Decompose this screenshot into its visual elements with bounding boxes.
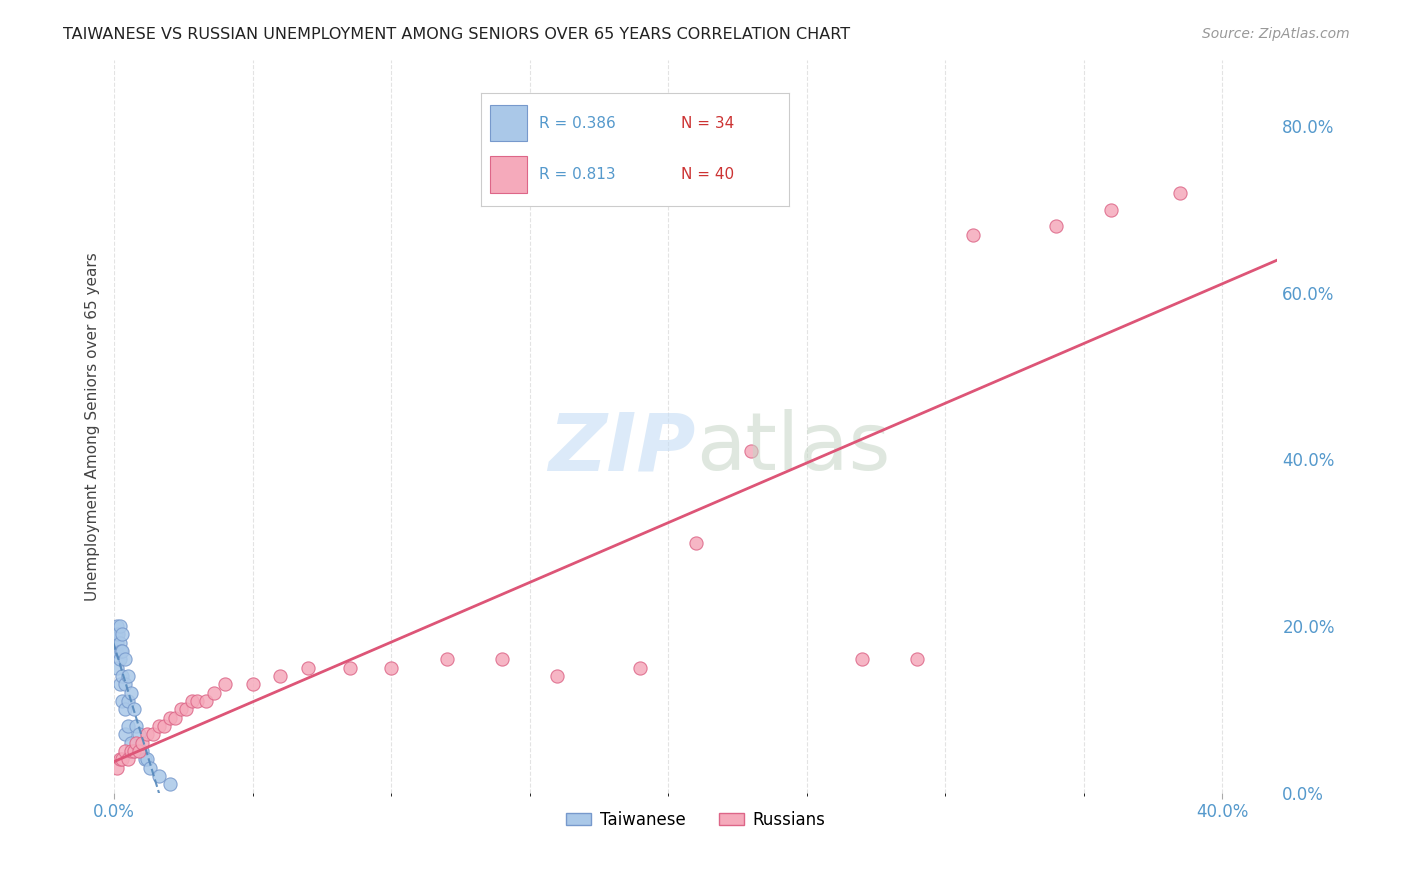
Point <box>169 702 191 716</box>
Point <box>105 644 128 658</box>
Point <box>242 677 264 691</box>
Point <box>546 669 568 683</box>
Point <box>122 744 145 758</box>
Point <box>108 636 131 650</box>
Point <box>128 744 150 758</box>
Point <box>117 669 139 683</box>
Legend: Taiwanese, Russians: Taiwanese, Russians <box>560 805 832 836</box>
Point <box>125 719 148 733</box>
Point <box>114 702 136 716</box>
Point <box>111 644 134 658</box>
Y-axis label: Unemployment Among Seniors over 65 years: Unemployment Among Seniors over 65 years <box>86 252 100 600</box>
Point <box>148 719 170 733</box>
Point <box>108 677 131 691</box>
Point <box>105 619 128 633</box>
Point <box>117 752 139 766</box>
Point <box>159 777 181 791</box>
Point <box>851 652 873 666</box>
Point <box>107 627 129 641</box>
Point <box>104 627 127 641</box>
Point <box>114 652 136 666</box>
Text: ZIP: ZIP <box>548 409 696 487</box>
Point <box>105 761 128 775</box>
Point <box>114 677 136 691</box>
Point <box>117 719 139 733</box>
Point <box>628 661 651 675</box>
Point <box>142 727 165 741</box>
Point <box>339 661 361 675</box>
Text: TAIWANESE VS RUSSIAN UNEMPLOYMENT AMONG SENIORS OVER 65 YEARS CORRELATION CHART: TAIWANESE VS RUSSIAN UNEMPLOYMENT AMONG … <box>63 27 851 42</box>
Text: Source: ZipAtlas.com: Source: ZipAtlas.com <box>1202 27 1350 41</box>
Point <box>685 535 707 549</box>
Point <box>105 661 128 675</box>
Point <box>125 736 148 750</box>
Point <box>117 694 139 708</box>
Point <box>194 694 217 708</box>
Point <box>122 702 145 716</box>
Point <box>120 744 142 758</box>
Point <box>114 727 136 741</box>
Point <box>108 652 131 666</box>
Point <box>136 727 159 741</box>
Point <box>269 669 291 683</box>
Point <box>111 669 134 683</box>
Point <box>134 752 156 766</box>
Point <box>165 711 187 725</box>
Point <box>214 677 236 691</box>
Point <box>202 686 225 700</box>
Point <box>153 719 176 733</box>
Point <box>114 744 136 758</box>
Point <box>436 652 458 666</box>
Point <box>105 636 128 650</box>
Point <box>174 702 197 716</box>
Point <box>120 736 142 750</box>
Point <box>139 761 162 775</box>
Point <box>186 694 208 708</box>
Point <box>905 652 928 666</box>
Point <box>110 644 132 658</box>
Point <box>136 752 159 766</box>
Point <box>180 694 202 708</box>
Text: atlas: atlas <box>696 409 890 487</box>
Point <box>108 752 131 766</box>
Point <box>962 227 984 242</box>
Point <box>111 694 134 708</box>
Point <box>1045 219 1067 234</box>
Point <box>111 627 134 641</box>
Point <box>297 661 319 675</box>
Point <box>380 661 402 675</box>
Point <box>491 652 513 666</box>
Point <box>1099 202 1122 217</box>
Point <box>131 736 153 750</box>
Point <box>131 744 153 758</box>
Point <box>148 769 170 783</box>
Point <box>740 444 762 458</box>
Point <box>128 727 150 741</box>
Point <box>108 619 131 633</box>
Point <box>1170 186 1192 200</box>
Point <box>159 711 181 725</box>
Point <box>111 752 134 766</box>
Point <box>122 744 145 758</box>
Point <box>120 686 142 700</box>
